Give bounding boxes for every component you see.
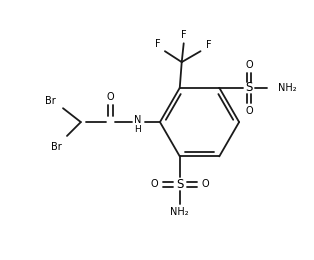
Text: NH₂: NH₂ bbox=[171, 207, 189, 217]
Text: N: N bbox=[133, 115, 141, 125]
Text: S: S bbox=[245, 81, 253, 94]
Text: S: S bbox=[176, 178, 183, 191]
Text: Br: Br bbox=[51, 142, 62, 152]
Text: Br: Br bbox=[45, 96, 56, 106]
Text: O: O bbox=[150, 179, 158, 189]
Text: O: O bbox=[245, 106, 253, 115]
Text: F: F bbox=[181, 30, 187, 40]
Text: O: O bbox=[107, 92, 114, 102]
Text: NH₂: NH₂ bbox=[278, 83, 296, 93]
Text: H: H bbox=[134, 125, 141, 134]
Text: F: F bbox=[155, 39, 161, 49]
Text: O: O bbox=[202, 179, 209, 189]
Text: F: F bbox=[206, 40, 211, 50]
Text: O: O bbox=[245, 60, 253, 70]
